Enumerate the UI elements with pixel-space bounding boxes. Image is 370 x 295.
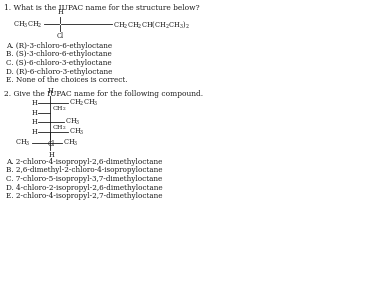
Text: $\mathregular{CH_3CH_2}$: $\mathregular{CH_3CH_2}$ — [13, 20, 43, 30]
Text: $\mathregular{CH_3}$: $\mathregular{CH_3}$ — [69, 127, 84, 137]
Text: B. 2,6-dimethyl-2-chloro-4-isopropyloctane: B. 2,6-dimethyl-2-chloro-4-isopropylocta… — [6, 166, 162, 175]
Text: D. 4-chloro-2-isopropyl-2,6-dimethyloctane: D. 4-chloro-2-isopropyl-2,6-dimethylocta… — [6, 183, 163, 191]
Text: H: H — [31, 128, 37, 136]
Text: $\mathregular{CH_3}$: $\mathregular{CH_3}$ — [65, 117, 81, 127]
Text: $\mathregular{CH_3}$: $\mathregular{CH_3}$ — [16, 138, 31, 148]
Text: A. (R)-3-chloro-6-ethyloctane: A. (R)-3-chloro-6-ethyloctane — [6, 42, 112, 50]
Text: $\mathregular{CH_2}$: $\mathregular{CH_2}$ — [52, 104, 67, 114]
Text: E. 2-chloro-4-isopropyl-2,7-dimethyloctane: E. 2-chloro-4-isopropyl-2,7-dimethylocta… — [6, 192, 162, 200]
Text: H: H — [57, 8, 63, 16]
Text: D. (R)-6-chloro-3-ethyloctane: D. (R)-6-chloro-3-ethyloctane — [6, 68, 112, 76]
Text: Cl: Cl — [47, 140, 54, 148]
Text: E. None of the choices is correct.: E. None of the choices is correct. — [6, 76, 128, 84]
Text: $\mathregular{CH_3}$: $\mathregular{CH_3}$ — [63, 138, 78, 148]
Text: 1. What is the IUPAC name for the structure below?: 1. What is the IUPAC name for the struct… — [4, 4, 200, 12]
Text: Cl: Cl — [57, 32, 64, 40]
Text: B. (S)-3-chloro-6-ethyloctane: B. (S)-3-chloro-6-ethyloctane — [6, 50, 112, 58]
Text: H: H — [31, 99, 37, 107]
Text: A. 2-chloro-4-isopropyl-2,6-dimethyloctane: A. 2-chloro-4-isopropyl-2,6-dimethylocta… — [6, 158, 162, 166]
Text: C. (S)-6-chloro-3-ethyloctane: C. (S)-6-chloro-3-ethyloctane — [6, 59, 112, 67]
Text: C. 7-chloro-5-isopropyl-3,7-dimethyloctane: C. 7-chloro-5-isopropyl-3,7-dimethylocta… — [6, 175, 162, 183]
Text: H: H — [31, 118, 37, 126]
Text: H: H — [47, 87, 53, 95]
Text: H: H — [48, 151, 54, 159]
Text: $\mathregular{CH_2CH_3}$: $\mathregular{CH_2CH_3}$ — [69, 98, 98, 108]
Text: H: H — [31, 109, 37, 117]
Text: 2. Give the IUPAC name for the following compound.: 2. Give the IUPAC name for the following… — [4, 90, 203, 98]
Text: $\mathregular{CH_2CH_2CH(CH_2CH_3)_2}$: $\mathregular{CH_2CH_2CH(CH_2CH_3)_2}$ — [113, 20, 190, 30]
Text: $\mathregular{CH_2}$: $\mathregular{CH_2}$ — [52, 124, 67, 132]
